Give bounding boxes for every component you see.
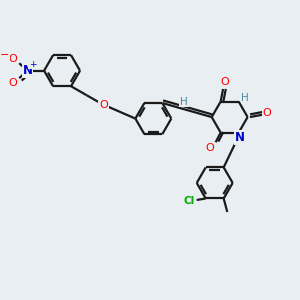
Text: H: H [180, 97, 188, 107]
Text: O: O [99, 100, 108, 110]
Text: Cl: Cl [183, 196, 194, 206]
Text: O: O [220, 77, 229, 87]
Text: O: O [262, 109, 271, 118]
Text: O: O [205, 143, 214, 153]
Text: N: N [22, 64, 33, 77]
Text: O: O [8, 54, 17, 64]
Text: −: − [0, 50, 10, 60]
Text: H: H [242, 93, 249, 103]
Text: +: + [29, 60, 37, 69]
Text: O: O [8, 78, 17, 88]
Text: N: N [235, 131, 245, 144]
